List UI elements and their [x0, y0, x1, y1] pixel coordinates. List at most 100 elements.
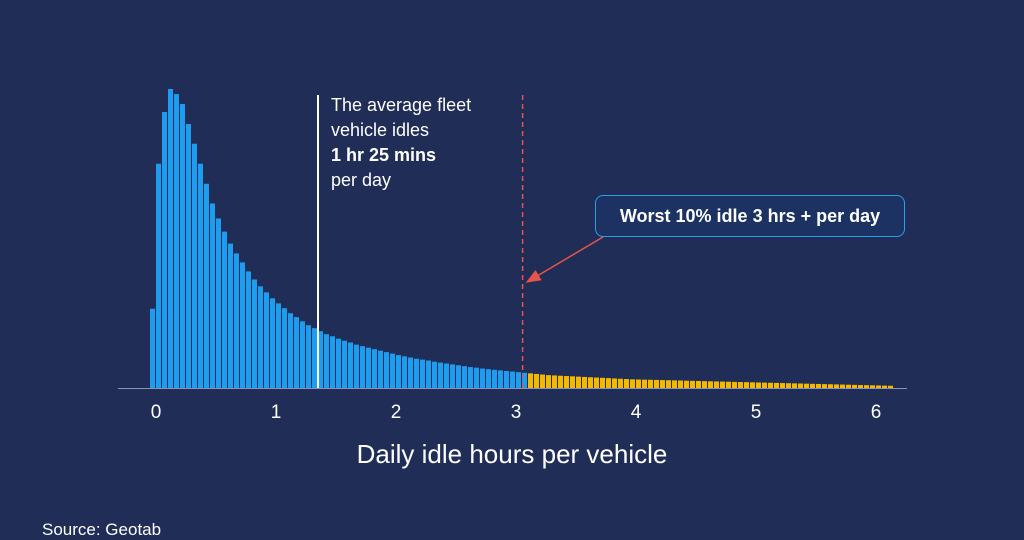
histogram-bar — [696, 380, 701, 388]
histogram-bar — [672, 380, 677, 388]
histogram-bar — [162, 112, 167, 389]
histogram-bar — [306, 325, 311, 388]
histogram-bar — [612, 378, 617, 388]
histogram-bar — [576, 376, 581, 388]
histogram-bar — [534, 373, 539, 388]
histogram-bar — [714, 381, 719, 388]
histogram-bar — [810, 383, 815, 388]
histogram-bar — [324, 334, 329, 388]
histogram-bar — [720, 381, 725, 388]
histogram-bar — [300, 321, 305, 388]
histogram-bar — [462, 366, 467, 388]
x-tick-label: 6 — [871, 402, 882, 423]
histogram-bar — [504, 370, 509, 388]
histogram-bar — [486, 369, 491, 388]
histogram-bar — [846, 384, 851, 388]
histogram-bar — [432, 361, 437, 388]
histogram-bar — [318, 331, 323, 388]
histogram-bar — [498, 370, 503, 388]
histogram-bar — [678, 380, 683, 388]
histogram-bar — [648, 379, 653, 388]
histogram-bar — [636, 379, 641, 388]
histogram-bar — [510, 371, 515, 389]
histogram-bar — [828, 384, 833, 388]
histogram-bar — [588, 377, 593, 388]
histogram-bar — [336, 338, 341, 389]
histogram-bar — [240, 262, 245, 388]
histogram-bar — [228, 243, 233, 388]
histogram-bar — [708, 381, 713, 388]
histogram-bar — [726, 381, 731, 388]
histogram-bar — [582, 376, 587, 388]
histogram-bar — [474, 367, 479, 388]
histogram-bar — [516, 372, 521, 388]
histogram-bar — [294, 317, 299, 388]
histogram-bar — [594, 377, 599, 389]
histogram-bar — [750, 382, 755, 388]
histogram-bar — [492, 369, 497, 388]
histogram-bar — [642, 379, 647, 388]
histogram-bar — [402, 356, 407, 388]
histogram-bar — [174, 94, 179, 388]
histogram-bar — [342, 340, 347, 388]
histogram-bar — [558, 375, 563, 388]
histogram-bar — [252, 279, 257, 388]
histogram-bar — [438, 362, 443, 388]
histogram-bar — [786, 383, 791, 388]
histogram-bar — [840, 384, 845, 388]
average-annotation-line-2: vehicle idles — [331, 120, 429, 140]
histogram-bar — [360, 346, 365, 388]
histogram-bar — [618, 378, 623, 388]
x-tick-label: 0 — [151, 402, 162, 423]
histogram-bar — [540, 374, 545, 389]
histogram-bar — [396, 355, 401, 388]
histogram-bar — [522, 372, 527, 388]
histogram-bar — [876, 385, 881, 388]
histogram-bar — [282, 308, 287, 388]
average-annotation-value: 1 hr 25 mins — [331, 145, 436, 165]
x-tick-label: 5 — [751, 402, 762, 423]
histogram-bar — [390, 353, 395, 388]
histogram-bar — [186, 123, 191, 388]
histogram-bar — [312, 328, 317, 388]
histogram-bar — [330, 336, 335, 388]
histogram-bar — [420, 359, 425, 389]
histogram-bar — [192, 143, 197, 388]
histogram-bar — [768, 382, 773, 388]
x-tick-label: 3 — [511, 402, 522, 423]
histogram-bar — [600, 377, 605, 388]
histogram-bar — [384, 352, 389, 388]
histogram-bar — [654, 379, 659, 388]
histogram-bar — [738, 382, 743, 388]
histogram-bar — [690, 380, 695, 388]
average-annotation-line-1: The average fleet — [331, 95, 471, 115]
histogram-bar — [774, 382, 779, 388]
histogram-bar — [660, 380, 665, 388]
histogram-bar — [372, 349, 377, 388]
histogram-bar — [852, 384, 857, 388]
histogram-bar — [570, 376, 575, 388]
histogram-bar — [798, 383, 803, 388]
histogram-bar — [480, 368, 485, 388]
histogram-bar — [378, 350, 383, 389]
worst-callout-box: Worst 10% idle 3 hrs + per day — [595, 195, 905, 237]
histogram-bar — [630, 379, 635, 388]
callout-arrow — [525, 236, 604, 283]
histogram-bar — [156, 163, 161, 388]
histogram-bar — [552, 375, 557, 388]
histogram-bar — [216, 218, 221, 388]
x-tick-labels: 0 1 2 3 4 5 6 — [151, 402, 882, 423]
histogram-bar — [528, 373, 533, 388]
histogram-bar — [744, 382, 749, 388]
histogram-bar — [258, 286, 263, 388]
histogram-bar — [234, 253, 239, 388]
histogram-bar — [834, 384, 839, 388]
histogram-bar — [270, 298, 275, 388]
histogram-bar — [456, 365, 461, 388]
histogram-bar — [732, 381, 737, 388]
histogram-bar — [792, 383, 797, 388]
histogram-bars — [150, 89, 893, 389]
histogram-bar — [444, 363, 449, 388]
histogram-bar — [210, 203, 215, 388]
